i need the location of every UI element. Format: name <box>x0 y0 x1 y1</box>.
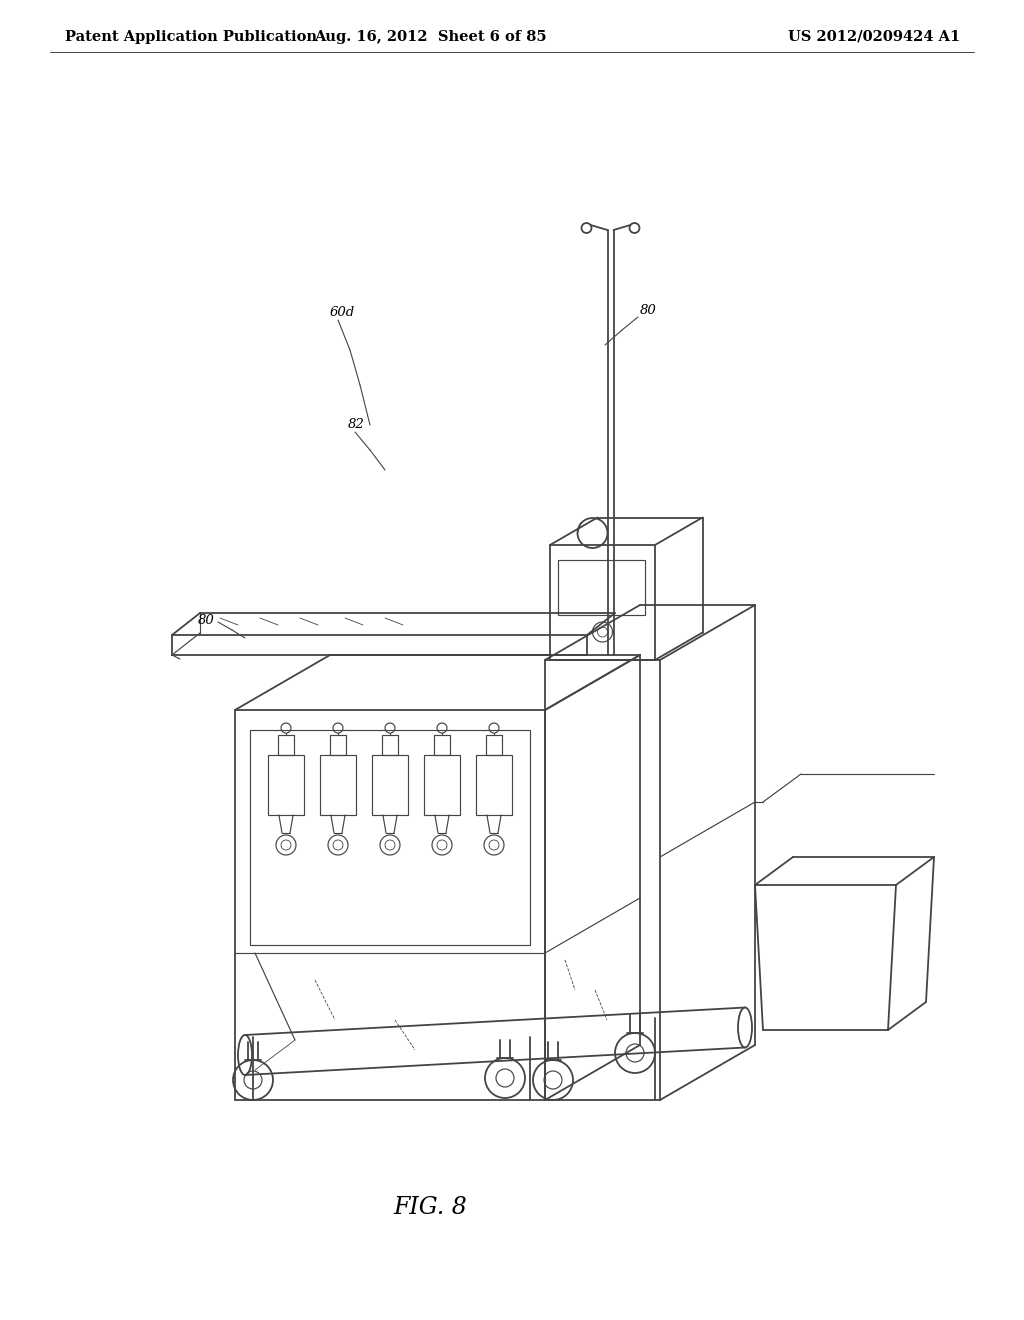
Text: Aug. 16, 2012  Sheet 6 of 85: Aug. 16, 2012 Sheet 6 of 85 <box>313 30 547 44</box>
Bar <box>278 735 294 755</box>
Text: FIG. 8: FIG. 8 <box>393 1196 467 1220</box>
Text: US 2012/0209424 A1: US 2012/0209424 A1 <box>787 30 961 44</box>
Bar <box>373 755 408 814</box>
Bar <box>234 710 545 1100</box>
Bar <box>330 735 346 755</box>
Text: 80: 80 <box>640 304 656 317</box>
Bar <box>268 755 304 814</box>
Bar <box>424 755 460 814</box>
Text: 80: 80 <box>199 614 215 627</box>
Text: 82: 82 <box>348 418 365 432</box>
Bar <box>321 755 355 814</box>
Bar <box>486 735 502 755</box>
Bar <box>434 735 450 755</box>
Text: Patent Application Publication: Patent Application Publication <box>65 30 317 44</box>
Bar <box>250 730 530 945</box>
Bar <box>476 755 512 814</box>
Bar <box>558 560 645 615</box>
Bar <box>545 660 660 1100</box>
Text: 60d: 60d <box>330 305 355 318</box>
Bar <box>550 545 655 660</box>
Bar <box>382 735 398 755</box>
